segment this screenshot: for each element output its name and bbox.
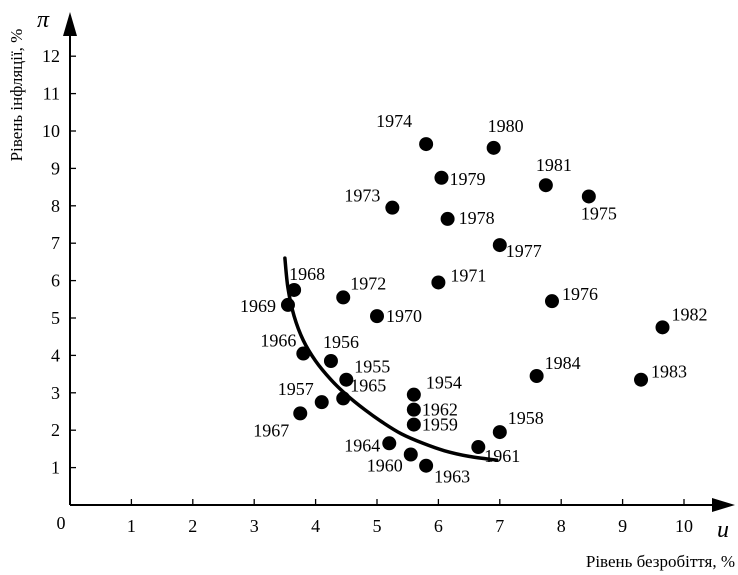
y-tick-label: 12 bbox=[42, 46, 60, 66]
data-point bbox=[486, 140, 501, 155]
data-point bbox=[406, 402, 421, 417]
point-label: 1969 bbox=[240, 296, 276, 316]
y-tick-label: 1 bbox=[51, 458, 60, 478]
point-label: 1981 bbox=[536, 155, 572, 175]
y-tick-label: 8 bbox=[51, 196, 60, 216]
x-axis-title: Рівень безробіття, % bbox=[586, 552, 735, 571]
data-point bbox=[634, 372, 649, 387]
point-label: 1959 bbox=[422, 415, 458, 435]
data-point bbox=[287, 282, 302, 297]
y-tick-label: 7 bbox=[51, 233, 60, 253]
data-point bbox=[492, 238, 507, 253]
point-label: 1960 bbox=[367, 456, 403, 476]
point-label: 1982 bbox=[672, 304, 708, 324]
data-point bbox=[314, 395, 329, 410]
point-label: 1977 bbox=[506, 241, 542, 261]
data-point bbox=[323, 354, 338, 369]
data-point bbox=[403, 447, 418, 462]
data-point bbox=[581, 189, 596, 204]
data-point bbox=[419, 137, 434, 152]
x-axis-arrow bbox=[712, 498, 735, 512]
x-tick-label: 2 bbox=[188, 516, 197, 536]
phillips-curve bbox=[283, 256, 499, 462]
data-point bbox=[471, 440, 486, 455]
point-label: 1972 bbox=[350, 273, 386, 293]
data-point bbox=[406, 417, 421, 432]
x-tick-label: 7 bbox=[495, 516, 504, 536]
y-tick-label: 9 bbox=[51, 158, 60, 178]
x-tick-label: 10 bbox=[675, 516, 693, 536]
data-point bbox=[406, 387, 421, 402]
data-point bbox=[280, 297, 295, 312]
y-axis-title: Рівень інфляції, % bbox=[7, 29, 26, 162]
data-point bbox=[419, 458, 434, 473]
data-point bbox=[296, 346, 311, 361]
point-label: 1965 bbox=[350, 375, 386, 395]
point-label: 1984 bbox=[545, 353, 581, 373]
data-point bbox=[529, 368, 544, 383]
point-label: 1979 bbox=[449, 169, 485, 189]
point-label: 1963 bbox=[434, 467, 470, 487]
point-label: 1974 bbox=[376, 111, 412, 131]
data-point bbox=[339, 372, 354, 387]
point-label: 1964 bbox=[344, 435, 380, 455]
data-point bbox=[434, 170, 449, 185]
x-tick-label: 5 bbox=[373, 516, 382, 536]
data-point bbox=[370, 309, 384, 324]
point-label: 1971 bbox=[450, 265, 486, 285]
point-label: 1956 bbox=[323, 332, 359, 352]
data-point bbox=[336, 391, 351, 406]
data-point bbox=[385, 200, 400, 215]
point-label: 1955 bbox=[354, 357, 390, 377]
point-label: 1968 bbox=[289, 264, 325, 284]
data-point bbox=[336, 290, 351, 305]
point-label: 1954 bbox=[426, 373, 462, 393]
data-point bbox=[382, 436, 397, 451]
point-label: 1957 bbox=[278, 379, 314, 399]
data-point bbox=[431, 275, 446, 290]
data-point bbox=[293, 406, 308, 421]
x-axis-symbol: u bbox=[717, 517, 729, 543]
point-label: 1980 bbox=[488, 116, 524, 136]
point-label: 1978 bbox=[459, 208, 495, 228]
point-label: 1962 bbox=[422, 400, 458, 420]
y-tick-label: 6 bbox=[51, 271, 60, 291]
y-axis-arrow bbox=[63, 12, 77, 36]
y-tick-label: 3 bbox=[51, 383, 60, 403]
point-label: 1976 bbox=[562, 284, 598, 304]
x-tick-label: 3 bbox=[250, 516, 259, 536]
data-point bbox=[544, 294, 559, 309]
data-point bbox=[655, 320, 670, 335]
data-point bbox=[538, 178, 553, 193]
y-tick-label: 4 bbox=[51, 345, 60, 365]
y-tick-label: 11 bbox=[43, 84, 60, 104]
x-tick-label: 8 bbox=[557, 516, 566, 536]
point-label: 1961 bbox=[484, 446, 520, 466]
origin-label: 0 bbox=[57, 513, 66, 533]
x-tick-label: 1 bbox=[127, 516, 136, 536]
point-label: 1983 bbox=[651, 362, 687, 382]
y-tick-label: 2 bbox=[51, 420, 60, 440]
x-tick-label: 9 bbox=[618, 516, 627, 536]
point-label: 1975 bbox=[581, 203, 617, 223]
point-label: 1970 bbox=[386, 306, 422, 326]
x-tick-label: 4 bbox=[311, 516, 320, 536]
point-label: 1967 bbox=[253, 420, 289, 440]
point-label: 1973 bbox=[344, 186, 380, 206]
y-axis-symbol: π bbox=[37, 7, 50, 33]
x-tick-label: 6 bbox=[434, 516, 443, 536]
y-tick-label: 10 bbox=[42, 121, 60, 141]
data-point bbox=[492, 425, 507, 440]
y-tick-label: 5 bbox=[51, 308, 60, 328]
data-point bbox=[440, 211, 455, 226]
point-label: 1958 bbox=[508, 408, 544, 428]
point-label: 1966 bbox=[260, 331, 296, 351]
